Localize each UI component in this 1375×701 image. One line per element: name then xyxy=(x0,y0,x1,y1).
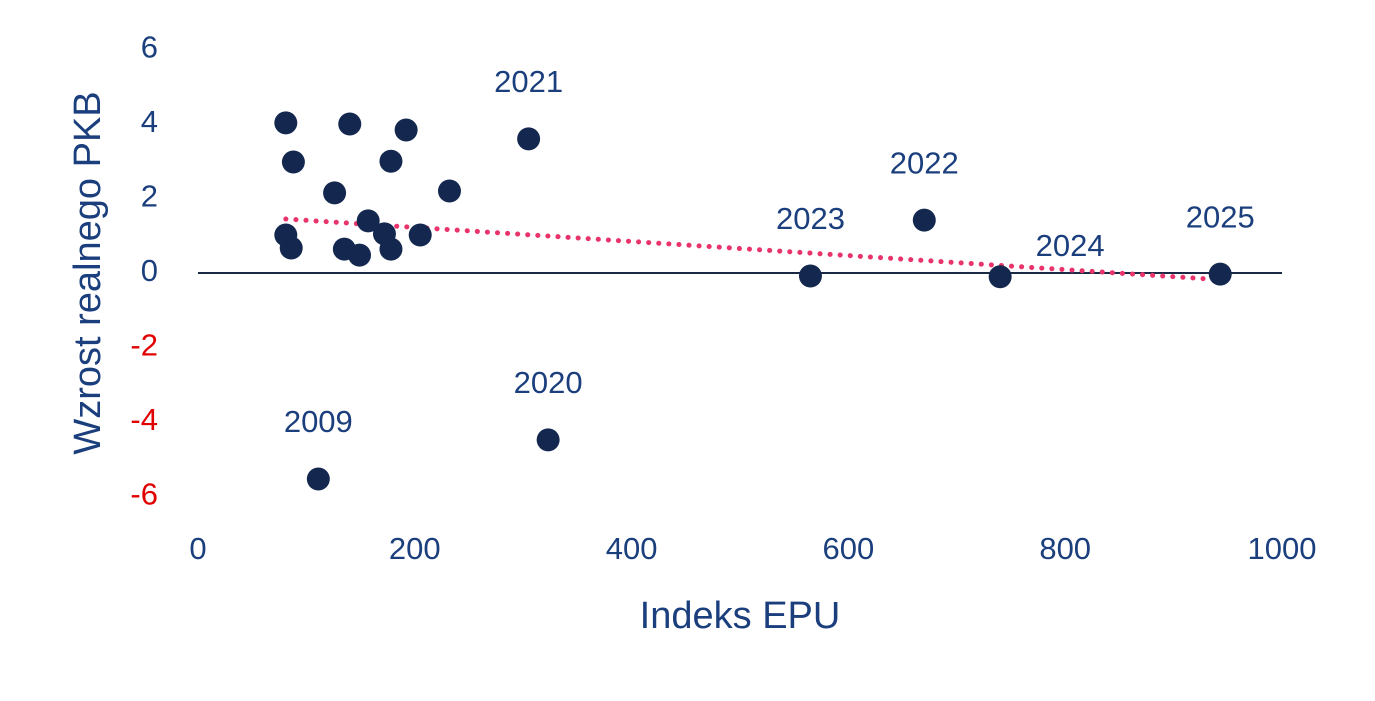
x-tick-label: 0 xyxy=(189,531,206,566)
point xyxy=(1208,262,1232,286)
x-axis-title: Indeks EPU xyxy=(640,595,841,637)
point xyxy=(274,111,298,135)
point-label: 2023 xyxy=(776,201,845,236)
point xyxy=(798,264,822,288)
y-tick-label: -6 xyxy=(130,477,158,512)
x-tick-label: 1000 xyxy=(1248,531,1317,566)
y-axis-title: Wzrost realnego PKB xyxy=(67,91,109,454)
point xyxy=(306,467,330,491)
point-label: 2025 xyxy=(1186,199,1255,234)
point xyxy=(394,118,418,142)
point-label: 2020 xyxy=(514,365,583,400)
y-tick-label: 2 xyxy=(141,179,158,214)
point xyxy=(912,208,936,232)
y-tick-label: -2 xyxy=(130,328,158,363)
point xyxy=(348,243,372,267)
point xyxy=(988,265,1012,289)
point xyxy=(437,179,461,203)
point-label: 2022 xyxy=(890,145,959,180)
x-tick-label: 200 xyxy=(389,531,441,566)
x-tick-label: 800 xyxy=(1039,531,1091,566)
point xyxy=(323,181,347,205)
point xyxy=(338,112,362,136)
x-tick-label: 400 xyxy=(606,531,658,566)
point xyxy=(281,150,305,174)
point-label: 2024 xyxy=(1036,228,1105,263)
y-tick-label: 6 xyxy=(141,30,158,65)
y-tick-label: 0 xyxy=(141,253,158,288)
x-tick-label: 600 xyxy=(823,531,875,566)
y-tick-label: -4 xyxy=(130,402,158,437)
point xyxy=(279,236,303,260)
point-label: 2009 xyxy=(284,404,353,439)
y-tick-label: 4 xyxy=(141,104,158,139)
point-label: 2021 xyxy=(494,64,563,99)
point xyxy=(356,209,380,233)
point xyxy=(536,428,560,452)
point xyxy=(408,223,432,247)
point xyxy=(379,149,403,173)
point xyxy=(517,127,541,151)
point xyxy=(379,237,403,261)
